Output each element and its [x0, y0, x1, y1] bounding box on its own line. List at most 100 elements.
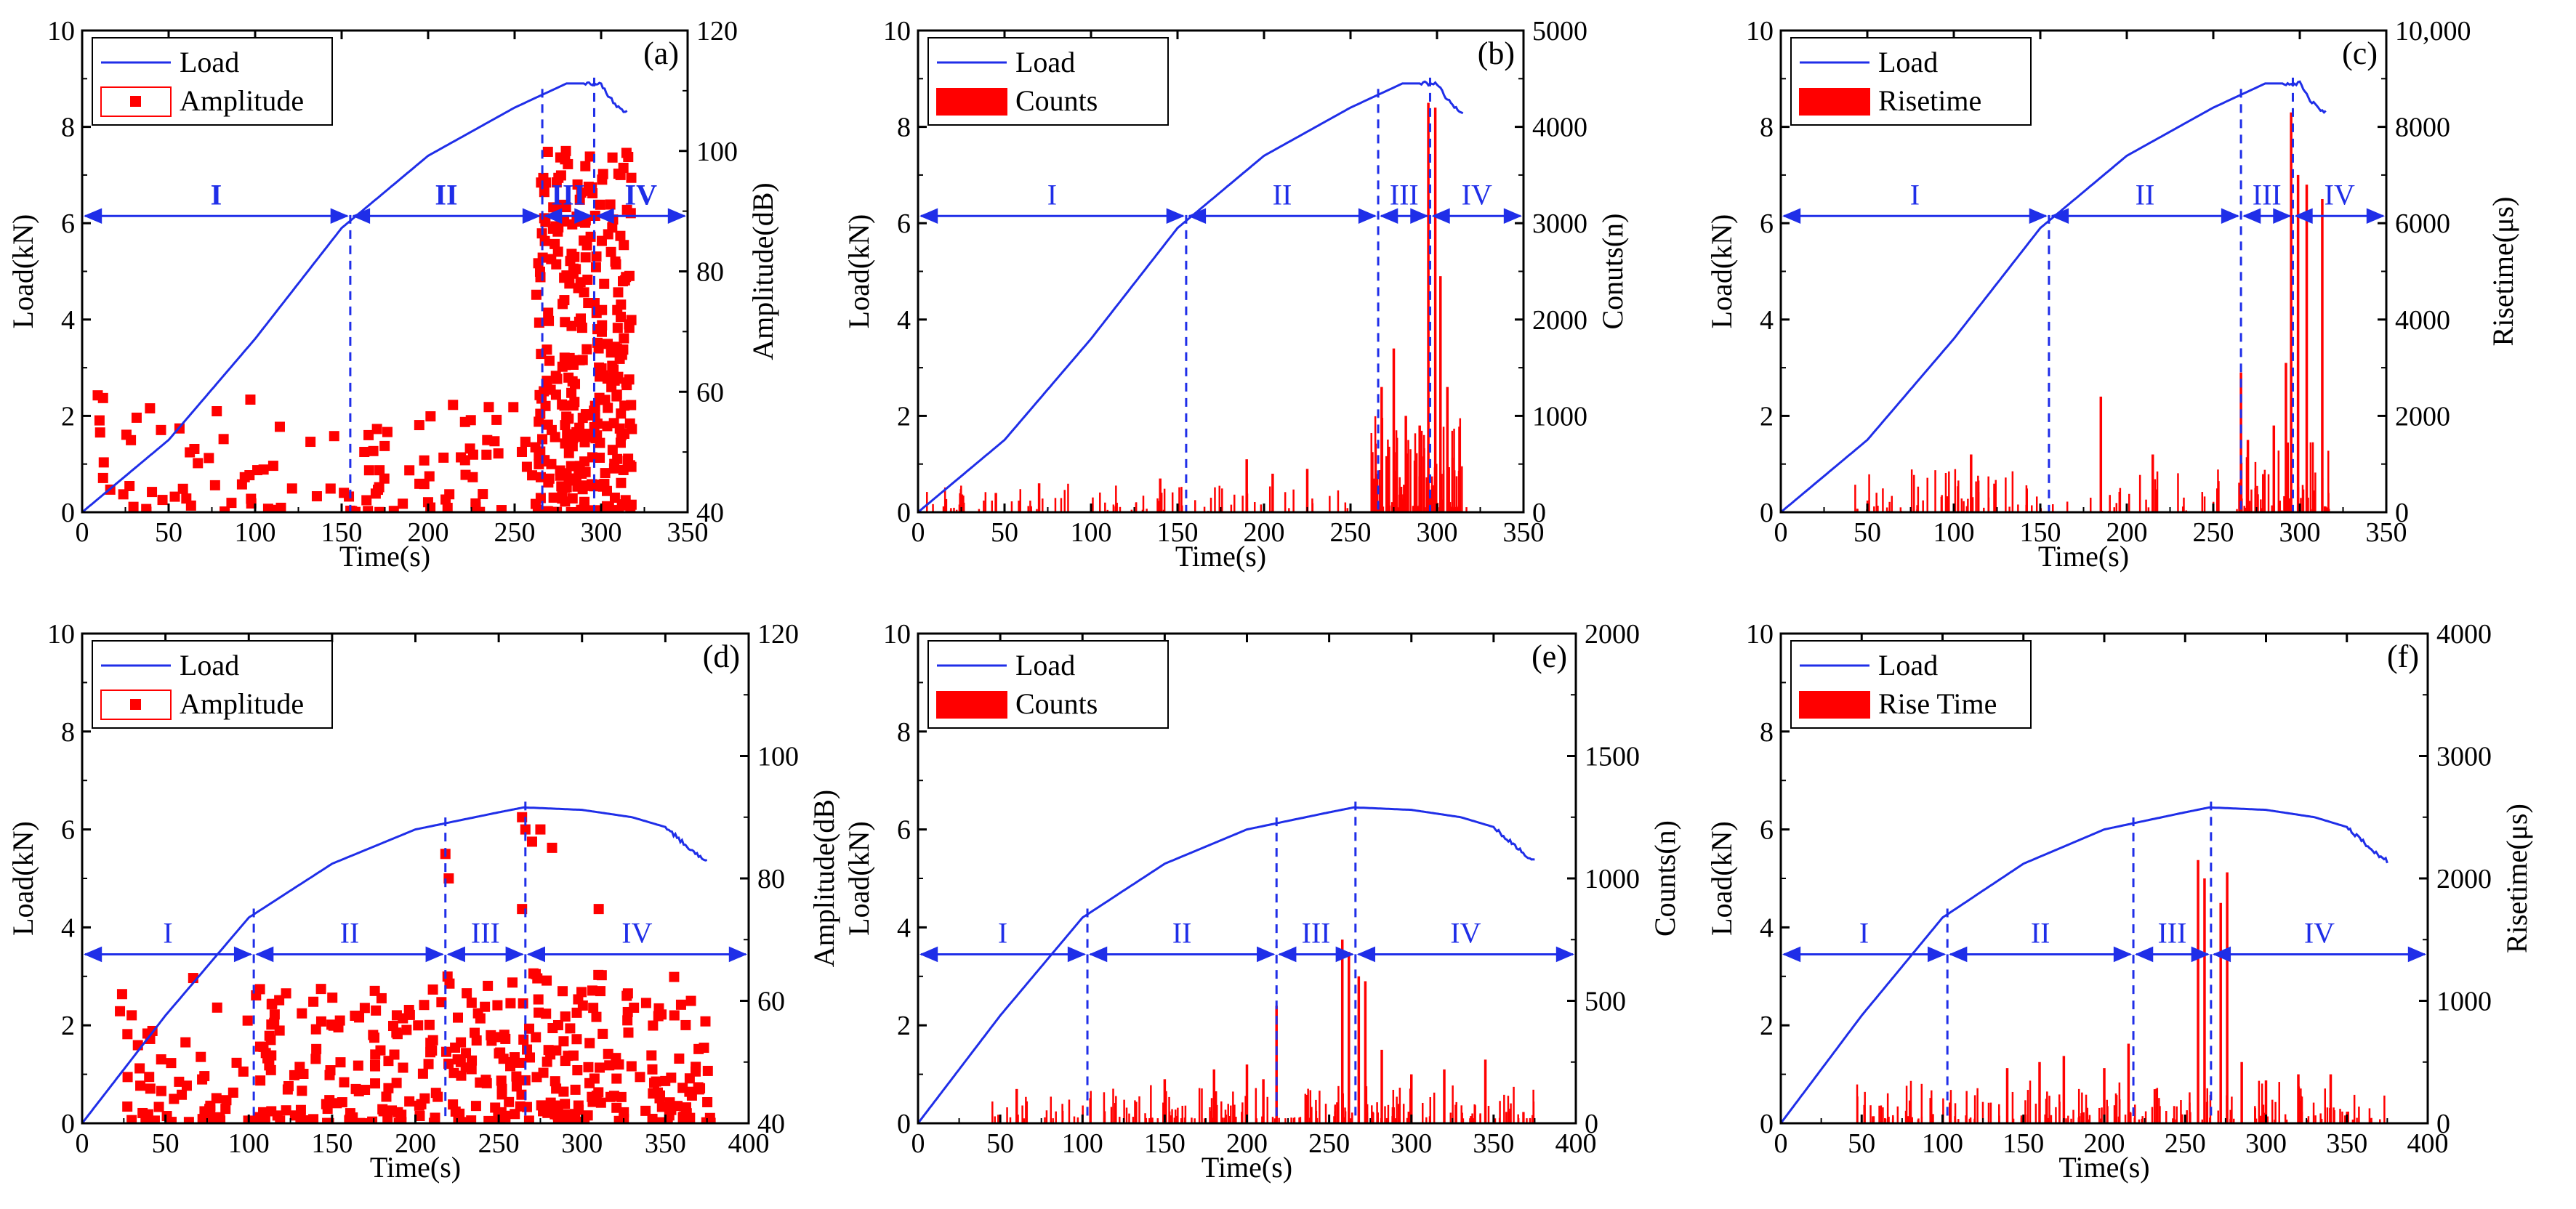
amplitude-point — [334, 1015, 345, 1026]
amplitude-point — [92, 390, 103, 401]
x-tick-label: 300 — [1417, 517, 1458, 548]
amplitude-point — [693, 1082, 704, 1093]
amplitude-point — [574, 194, 585, 205]
amplitude-point — [619, 333, 629, 344]
amplitude-point — [550, 1076, 560, 1087]
amplitude-point — [564, 278, 575, 289]
x-tick-label: 0 — [911, 1128, 925, 1159]
y-left-tick-label: 2 — [1760, 401, 1774, 432]
amplitude-point — [593, 343, 604, 354]
amplitude-point — [662, 1117, 673, 1123]
amplitude-point — [583, 298, 594, 309]
amplitude-point — [462, 988, 472, 999]
stage-arrowhead — [84, 208, 102, 225]
stage-arrowhead — [1380, 208, 1398, 225]
amplitude-point — [534, 1007, 544, 1018]
amplitude-point — [587, 182, 597, 193]
y-left-tick-label: 6 — [61, 815, 75, 846]
x-tick-label: 0 — [76, 517, 89, 548]
stage-label: III — [471, 916, 500, 949]
amplitude-point — [392, 1029, 403, 1040]
amplitude-point — [212, 1002, 222, 1013]
amplitude-point — [169, 491, 180, 502]
amplitude-point — [483, 402, 494, 413]
amplitude-point — [124, 481, 135, 492]
amplitude-point — [551, 1045, 562, 1056]
legend-load-label: Load — [180, 649, 239, 682]
amplitude-point — [350, 1011, 361, 1022]
y-left-tick-label: 8 — [61, 113, 75, 143]
amplitude-point — [454, 1108, 465, 1119]
amplitude-point — [559, 352, 570, 363]
amplitude-point — [542, 344, 552, 355]
y-left-tick-label: 2 — [1760, 1011, 1774, 1041]
amplitude-point — [272, 1110, 283, 1121]
amplitude-point — [702, 1096, 713, 1107]
panel-label: (e) — [1531, 639, 1567, 674]
amplitude-point — [267, 461, 278, 472]
amplitude-point — [310, 1024, 321, 1035]
y-right-axis-title: Amplitude(dB) — [808, 790, 840, 967]
y-left-tick-label: 0 — [1760, 1109, 1774, 1139]
amplitude-point — [563, 413, 574, 424]
amplitude-point — [535, 824, 546, 835]
amplitude-point — [375, 1045, 386, 1056]
amplitude-point — [135, 1080, 146, 1091]
amplitude-point — [557, 486, 568, 497]
amplitude-point — [677, 1083, 688, 1093]
amplitude-point — [555, 465, 565, 476]
amplitude-point — [567, 376, 578, 387]
x-tick-label: 350 — [1503, 517, 1545, 548]
amplitude-point — [600, 395, 611, 405]
amplitude-point — [413, 1020, 424, 1031]
amplitude-point — [593, 969, 604, 980]
amplitude-point — [358, 1117, 369, 1123]
amplitude-point — [579, 437, 590, 448]
amplitude-point — [297, 1085, 307, 1096]
amplitude-point — [573, 1116, 584, 1123]
amplitude-point — [601, 485, 612, 496]
amplitude-point — [266, 1019, 277, 1030]
amplitude-point — [310, 1054, 321, 1064]
stage-arrowhead — [233, 946, 253, 963]
amplitude-point — [600, 468, 611, 479]
amplitude-point — [177, 483, 188, 494]
y-right-tick-label: 8000 — [2395, 113, 2450, 143]
x-tick-label: 350 — [2366, 517, 2407, 548]
panel-e: I II III IV0 50 100 150 200 250 300 350 40002468100… — [842, 619, 1681, 1184]
amplitude-point — [547, 842, 558, 853]
amplitude-point — [560, 496, 571, 507]
amplitude-point — [656, 1117, 667, 1123]
amplitude-point — [666, 1072, 677, 1083]
amplitude-point — [611, 259, 621, 270]
amplitude-point — [274, 995, 285, 1006]
amplitude-point — [374, 506, 385, 512]
amplitude-point — [616, 477, 627, 488]
x-tick-label: 300 — [561, 1128, 603, 1159]
amplitude-point — [221, 1095, 232, 1106]
amplitude-point — [325, 483, 336, 494]
data-marks — [82, 806, 716, 1123]
y-right-tick-label: 120 — [757, 619, 799, 650]
y-left-tick-label: 8 — [897, 113, 911, 143]
amplitude-point — [289, 1070, 299, 1080]
amplitude-point — [584, 1038, 595, 1048]
y-left-axis-title: Load(kN) — [7, 214, 39, 329]
amplitude-point — [611, 391, 622, 402]
y-left-tick-label: 8 — [1760, 113, 1774, 143]
amplitude-point — [398, 498, 408, 509]
stage-arrowhead — [574, 208, 593, 225]
panel-label: (c) — [2342, 36, 2378, 71]
amplitude-point — [259, 1115, 270, 1123]
amplitude-point — [371, 424, 382, 434]
stage-arrowhead — [1555, 946, 1574, 963]
stage-arrowhead — [728, 946, 747, 963]
stage-arrowhead — [446, 946, 465, 963]
amplitude-point — [582, 1110, 593, 1121]
amplitude-point — [623, 1027, 634, 1038]
amplitude-point — [274, 1025, 285, 1036]
amplitude-point — [521, 1101, 532, 1112]
y-left-tick-label: 10 — [883, 619, 911, 650]
stage-arrowhead — [1257, 946, 1276, 963]
x-tick-label: 50 — [1853, 517, 1881, 548]
